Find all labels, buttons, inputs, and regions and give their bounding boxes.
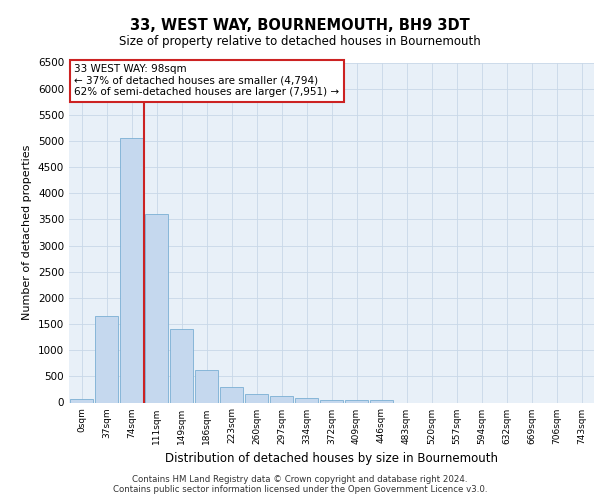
Bar xyxy=(170,330,193,402)
Bar xyxy=(295,398,318,402)
Bar xyxy=(270,396,293,402)
Y-axis label: Number of detached properties: Number of detached properties xyxy=(22,145,32,320)
Bar xyxy=(70,398,93,402)
Text: Size of property relative to detached houses in Bournemouth: Size of property relative to detached ho… xyxy=(119,35,481,48)
Text: 33, WEST WAY, BOURNEMOUTH, BH9 3DT: 33, WEST WAY, BOURNEMOUTH, BH9 3DT xyxy=(130,18,470,32)
X-axis label: Distribution of detached houses by size in Bournemouth: Distribution of detached houses by size … xyxy=(165,452,498,465)
Bar xyxy=(320,400,343,402)
Text: 33 WEST WAY: 98sqm
← 37% of detached houses are smaller (4,794)
62% of semi-deta: 33 WEST WAY: 98sqm ← 37% of detached hou… xyxy=(74,64,340,98)
Bar xyxy=(220,387,243,402)
Bar xyxy=(245,394,268,402)
Bar xyxy=(195,370,218,402)
Text: Contains HM Land Registry data © Crown copyright and database right 2024.
Contai: Contains HM Land Registry data © Crown c… xyxy=(113,474,487,494)
Bar xyxy=(345,400,368,402)
Bar xyxy=(145,214,168,402)
Bar xyxy=(120,138,143,402)
Bar xyxy=(95,316,118,402)
Bar xyxy=(370,400,393,402)
